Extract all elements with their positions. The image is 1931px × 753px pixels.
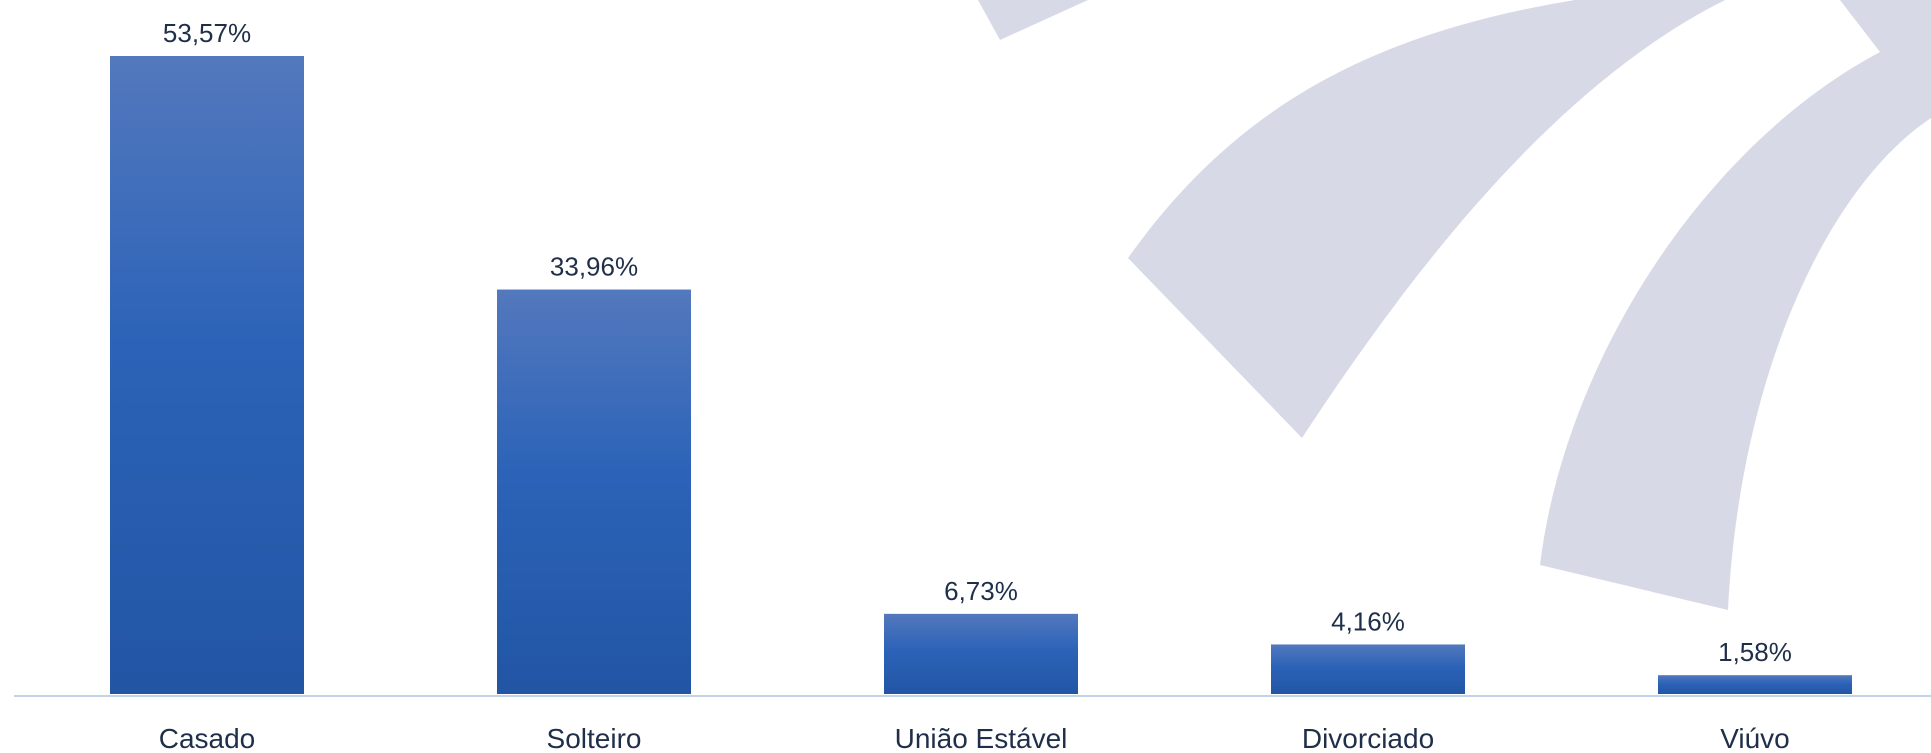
- data-label: 1,58%: [1718, 637, 1792, 667]
- x-axis-tick-labels: Casado Solteiro União Estável Divorciado Viú…: [159, 723, 1790, 753]
- x-tick-label: Viúvo: [1720, 723, 1790, 753]
- data-label: 53,57%: [163, 18, 251, 48]
- bar-4: [1658, 675, 1852, 694]
- x-tick-label: Casado: [159, 723, 256, 753]
- data-label: 6,73%: [944, 576, 1018, 606]
- data-label: 33,96%: [550, 252, 638, 282]
- x-tick-label: Divorciado: [1302, 723, 1434, 753]
- bar-2: [884, 613, 1078, 694]
- bar-3: [1271, 644, 1465, 694]
- x-tick-label: União Estável: [895, 723, 1068, 753]
- x-tick-label: Solteiro: [547, 723, 642, 753]
- data-label: 4,16%: [1331, 606, 1405, 636]
- swoosh-logo-watermark: [978, 0, 1931, 610]
- bar-series: [110, 56, 1852, 694]
- bar-0: [110, 56, 304, 694]
- data-labels: 53,57% 33,96% 6,73% 4,16% 1,58%: [163, 18, 1792, 667]
- watermark-swoosh-right: [1540, 0, 1931, 610]
- bar-1: [497, 289, 691, 694]
- watermark-swoosh-top: [978, 0, 1088, 40]
- watermark-swoosh-middle: [1128, 0, 1725, 438]
